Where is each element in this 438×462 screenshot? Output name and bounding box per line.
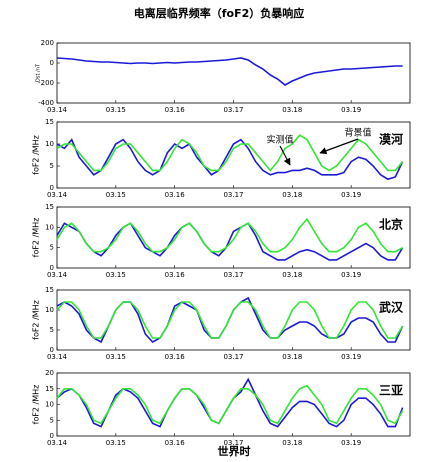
series-line <box>56 301 404 339</box>
y-tick-label: 5 <box>50 416 54 424</box>
y-tick-label: 5 <box>50 244 54 252</box>
x-tick-label: 03.18 <box>282 439 302 447</box>
y-axis-label: foF2 /MHz <box>32 300 41 340</box>
y-tick-label: 5 <box>50 326 54 334</box>
x-tick-label: 03.14 <box>47 191 68 199</box>
y-tick-label: 5 <box>50 162 54 170</box>
annotation-arrow <box>319 138 359 155</box>
y-tick-label: 10 <box>45 140 54 148</box>
x-tick-label: 03.15 <box>106 106 126 114</box>
series-line <box>56 217 403 253</box>
station-label: 三亚 <box>379 384 403 398</box>
x-tick-label: 03.16 <box>165 271 186 279</box>
x-tick-label: 03.14 <box>47 439 68 447</box>
x-tick-label: 03.15 <box>106 191 126 199</box>
y-tick-label: 0 <box>50 432 54 440</box>
x-tick-label: 03.16 <box>165 353 186 361</box>
annotation: 实测值 <box>266 134 293 146</box>
x-tick-label: 03.19 <box>341 353 361 361</box>
x-tick-label: 03.14 <box>47 106 68 114</box>
x-tick-label: 03.18 <box>282 191 302 199</box>
series-line <box>56 222 404 261</box>
y-tick-label: 200 <box>41 39 54 47</box>
x-tick-label: 03.15 <box>106 353 126 361</box>
x-tick-label: 03.17 <box>223 271 243 279</box>
x-tick-label: 03.17 <box>223 353 243 361</box>
x-tick-label: 03.19 <box>341 271 361 279</box>
y-tick-label: 0 <box>50 184 54 192</box>
y-tick-label: -200 <box>38 79 54 87</box>
x-tick-label: 03.18 <box>282 106 302 114</box>
plot-frame <box>56 121 411 189</box>
plot-frame <box>56 289 411 351</box>
x-tick-label: 03.17 <box>223 439 243 447</box>
series-line <box>56 138 404 181</box>
x-tick-label: 03.16 <box>165 439 186 447</box>
x-tick-label: 03.15 <box>106 439 126 447</box>
y-axis-label: foF2 /MHz <box>32 385 41 425</box>
x-tick-label: 03.15 <box>106 271 126 279</box>
x-tick-label: 03.14 <box>47 353 68 361</box>
station-label: 武汉 <box>379 300 404 315</box>
x-tick-label: 03.19 <box>341 106 361 114</box>
plot-frame <box>56 206 411 269</box>
y-tick-label: 20 <box>45 369 54 377</box>
y-axis-label: Dst /nT <box>36 63 42 82</box>
annotation: 背景值 <box>344 127 371 139</box>
x-tick-label: 03.17 <box>223 106 243 114</box>
x-tick-label: 03.18 <box>282 353 302 361</box>
x-axis-label: 世界时 <box>218 444 251 458</box>
y-tick-label: 0 <box>50 264 54 272</box>
station-label: 漠河 <box>379 132 403 147</box>
y-tick-label: 10 <box>45 401 54 409</box>
x-tick-label: 03.16 <box>165 106 186 114</box>
x-tick-label: 03.17 <box>223 191 243 199</box>
chart-title: 电离层临界频率（foF2）负暴响应 <box>134 6 305 20</box>
y-tick-label: 10 <box>45 223 54 231</box>
y-tick-label: 15 <box>45 118 54 126</box>
x-tick-label: 03.19 <box>341 191 361 199</box>
series-line <box>56 57 403 86</box>
y-tick-label: -400 <box>38 99 54 107</box>
series-line <box>56 134 404 172</box>
series-line <box>56 384 404 425</box>
annotation-arrow <box>279 145 291 166</box>
plot-frame <box>56 372 411 437</box>
y-tick-label: 15 <box>45 203 54 211</box>
x-tick-label: 03.16 <box>165 191 186 199</box>
y-tick-label: 0 <box>50 346 54 354</box>
y-tick-label: 10 <box>45 306 54 314</box>
y-tick-label: 15 <box>45 286 54 294</box>
y-tick-label: 0 <box>50 59 54 67</box>
y-tick-label: 15 <box>45 385 54 393</box>
y-axis-label: foF2 /MHz <box>32 218 41 258</box>
x-tick-label: 03.18 <box>282 271 302 279</box>
plot-frame <box>56 42 411 104</box>
y-axis-label: foF2 /MHz <box>32 135 41 175</box>
x-tick-label: 03.19 <box>341 439 361 447</box>
x-tick-label: 03.14 <box>47 271 68 279</box>
station-label: 北京 <box>379 217 403 232</box>
